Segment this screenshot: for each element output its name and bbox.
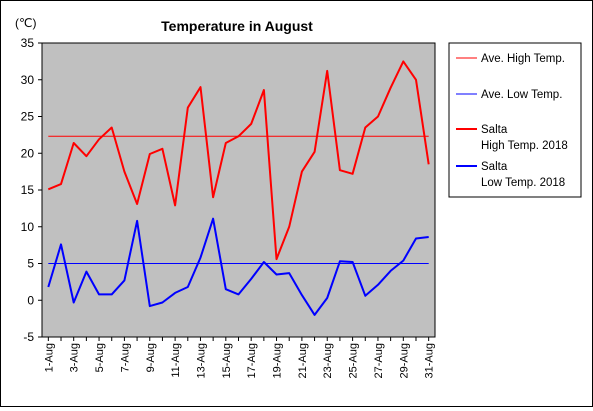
y-tick-label: -5 <box>23 330 34 344</box>
legend-label: Ave. Low Temp. <box>481 89 562 101</box>
y-axis: -5 0 5 10 15 20 25 30 35 <box>21 36 42 344</box>
x-axis: 1-Aug 3-Aug 5-Aug 7-Aug 9-Aug 11-Aug 13-Aug 15-… <box>43 337 436 378</box>
x-tick-label: 31-Aug <box>424 343 436 378</box>
legend-label: Low Temp. 2018 <box>481 177 565 189</box>
x-tick-label: 13-Aug <box>195 343 207 378</box>
x-tick-label: 1-Aug <box>43 343 55 372</box>
series-line-salta-low-temp-2018 <box>47 217 429 316</box>
legend-label: High Temp. 2018 <box>481 140 568 152</box>
x-tick-label: 3-Aug <box>69 343 81 372</box>
y-tick-label: 30 <box>21 73 35 87</box>
legend-box <box>448 42 582 198</box>
y-tick-label: 20 <box>21 146 35 160</box>
y-tick-label: 35 <box>21 36 35 50</box>
x-tick-label: 25-Aug <box>348 343 360 378</box>
unit-label: (℃) <box>15 16 36 30</box>
x-tick-label: 5-Aug <box>94 343 106 372</box>
x-tick-label: 11-Aug <box>170 343 182 378</box>
x-tick-label: 23-Aug <box>322 343 334 378</box>
legend-label: Ave. High Temp. <box>481 53 565 65</box>
y-tick-label: 25 <box>21 110 35 124</box>
x-tick-label: 27-Aug <box>373 343 385 378</box>
plot-area <box>41 42 436 338</box>
x-tick-label: 9-Aug <box>145 343 157 372</box>
x-tick-label: 21-Aug <box>297 343 309 378</box>
x-tick-label: 7-Aug <box>119 343 131 372</box>
series-line-salta-high-temp-2018 <box>47 60 430 261</box>
y-tick-label: 5 <box>27 257 34 271</box>
x-tick-label: 17-Aug <box>246 343 258 378</box>
chart-title: Temperature in August <box>161 18 313 34</box>
y-tick-label: 15 <box>21 183 35 197</box>
legend: Ave. High Temp. Ave. Low Temp. Salta High T… <box>456 53 568 189</box>
y-tick-label: 10 <box>21 220 35 234</box>
legend-label: Salta <box>481 161 508 173</box>
x-tick-label: 15-Aug <box>221 343 233 378</box>
x-tick-label: 19-Aug <box>272 343 284 378</box>
legend-label: Salta <box>481 124 508 136</box>
y-tick-label: 0 <box>27 293 34 307</box>
series-layer <box>47 60 430 316</box>
x-tick-label: 29-Aug <box>398 343 410 378</box>
